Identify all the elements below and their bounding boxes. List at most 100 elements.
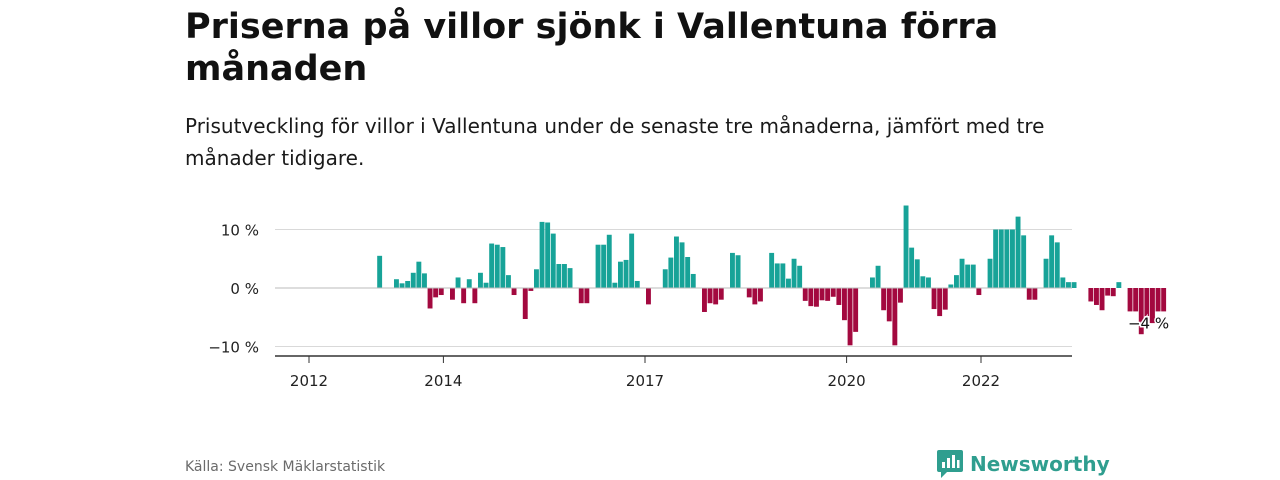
bar <box>494 244 500 288</box>
bar <box>1060 277 1066 288</box>
bar <box>685 256 691 288</box>
bar <box>898 288 903 303</box>
bar <box>1133 288 1139 312</box>
bar <box>1054 242 1060 288</box>
bar <box>601 244 607 288</box>
bar <box>903 205 909 288</box>
bar <box>1099 288 1105 311</box>
x-tick-label: 2020 <box>828 372 866 390</box>
bar <box>847 288 853 346</box>
bar <box>954 275 959 288</box>
bar <box>427 288 433 309</box>
bar <box>881 288 887 311</box>
y-tick-label: −10 % <box>208 339 259 357</box>
bar <box>438 288 444 296</box>
bars <box>377 205 1167 346</box>
bar <box>702 288 707 312</box>
annotations: −4 % <box>1126 313 1170 334</box>
bar <box>1026 288 1032 300</box>
bar <box>606 234 612 288</box>
bar <box>937 288 943 317</box>
bar <box>1161 288 1167 312</box>
bar <box>623 259 629 288</box>
bar <box>1127 288 1133 312</box>
bar <box>528 288 534 291</box>
x-axis <box>275 355 1072 363</box>
bar <box>1155 288 1161 312</box>
y-tick-label: 10 % <box>221 222 259 240</box>
bar <box>959 258 965 288</box>
bar <box>780 263 786 288</box>
bar <box>629 233 635 288</box>
bar <box>752 288 758 305</box>
bar <box>819 288 825 301</box>
bar <box>545 222 551 288</box>
bar <box>634 280 640 288</box>
bar <box>931 288 937 310</box>
bar <box>567 268 573 288</box>
bar <box>450 288 455 300</box>
bar <box>410 272 416 288</box>
brand-name: Newsworthy <box>970 452 1110 476</box>
bar <box>550 233 556 288</box>
bar <box>679 242 685 288</box>
bar <box>853 288 859 332</box>
bar <box>920 276 926 288</box>
bar <box>506 275 511 288</box>
bar <box>914 259 920 288</box>
bar <box>735 255 741 288</box>
bar <box>522 288 528 320</box>
bar <box>584 288 590 304</box>
bar <box>942 288 948 310</box>
bar <box>797 265 803 288</box>
y-axis-labels: 10 % 0 % −10 % <box>208 222 259 357</box>
bar <box>791 258 797 288</box>
bar <box>1116 282 1122 288</box>
bar <box>825 288 831 301</box>
bar <box>909 247 915 288</box>
bar <box>562 264 567 288</box>
bar <box>422 273 427 288</box>
bar <box>1144 288 1150 324</box>
bar <box>1010 229 1015 288</box>
bar <box>433 288 439 298</box>
bar <box>1066 282 1071 288</box>
bar <box>836 288 842 305</box>
brand-logo[interactable]: Newsworthy <box>937 449 1110 479</box>
bar <box>970 264 976 288</box>
x-tick-label: 2017 <box>626 372 664 390</box>
bar <box>578 288 584 304</box>
bar <box>1138 288 1144 335</box>
bar <box>746 288 752 298</box>
newsworthy-logo-icon <box>937 450 963 478</box>
bar <box>1004 229 1010 288</box>
bar <box>618 261 623 288</box>
bar <box>758 288 763 302</box>
bar <box>814 288 819 307</box>
bar <box>998 229 1004 288</box>
chart-title: Priserna på villor sjönk i Vallentuna fö… <box>185 7 999 89</box>
bar <box>802 288 808 301</box>
bar <box>808 288 814 307</box>
bar <box>965 264 971 288</box>
bar <box>948 284 954 288</box>
x-tick-label: 2014 <box>424 372 462 390</box>
bar <box>466 279 472 288</box>
bar <box>1071 282 1077 288</box>
bar <box>1088 288 1094 302</box>
bar <box>534 269 539 288</box>
bar <box>769 252 775 288</box>
grid-lines <box>275 229 1072 347</box>
bar <box>1105 288 1111 296</box>
bar <box>377 255 383 288</box>
y-tick-label: 0 % <box>230 280 259 298</box>
x-axis-labels: 2012 2014 2017 2020 2022 <box>290 372 1000 390</box>
bar <box>786 278 791 288</box>
bar <box>774 263 780 288</box>
bar <box>511 288 517 296</box>
bar <box>1094 288 1099 305</box>
bar <box>394 279 399 288</box>
bar <box>1043 258 1049 288</box>
bar <box>1032 288 1038 300</box>
bar <box>1021 235 1027 288</box>
